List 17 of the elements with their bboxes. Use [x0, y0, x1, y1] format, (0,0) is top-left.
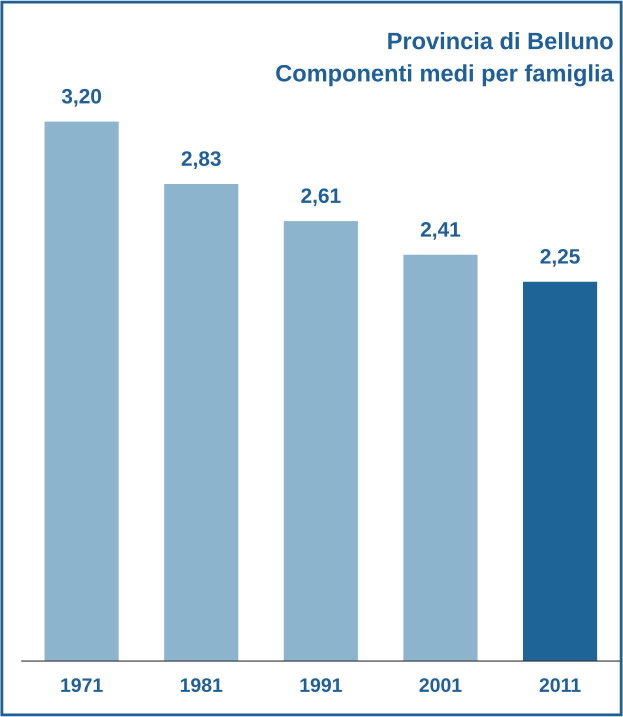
data-label: 2,41	[420, 222, 460, 240]
x-tick-label: 1971	[61, 678, 103, 692]
data-label: 2,61	[301, 188, 341, 206]
data-label: 2,83	[182, 151, 221, 170]
data-label: 3,20	[62, 88, 102, 107]
x-tick-label: 1981	[180, 678, 222, 692]
x-tick-label: 2001	[420, 678, 462, 692]
x-tick-label: 2011	[540, 678, 581, 692]
bar	[284, 221, 358, 662]
data-label: 2,25	[540, 249, 580, 267]
bar	[522, 282, 598, 662]
x-tick-label: 1991	[300, 678, 342, 692]
chart-title: Provincia di Belluno	[388, 32, 613, 50]
chart-subtitle: Componenti medi per famiglia	[276, 64, 614, 86]
bar	[164, 184, 238, 662]
bar	[44, 122, 119, 662]
bar	[403, 254, 478, 662]
